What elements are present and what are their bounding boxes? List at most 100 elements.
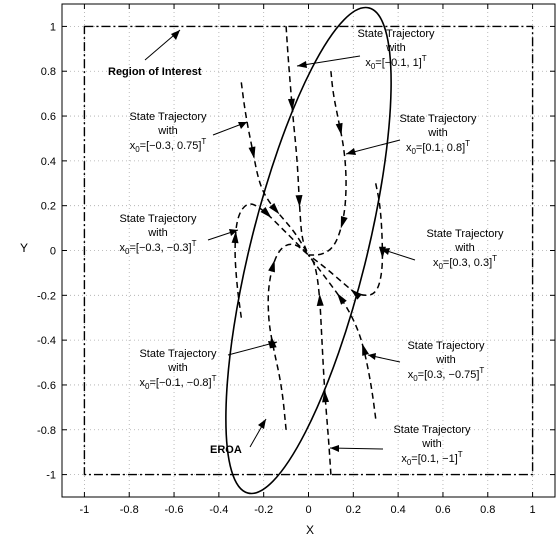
x-axis-title: X (306, 523, 314, 537)
x-tick-label-9: 0.8 (480, 504, 495, 516)
trajectory-t5 (307, 254, 332, 475)
trajectory-t6-direction-1 (268, 259, 275, 273)
arrow-head-t5 (330, 445, 339, 452)
y-tick-label-6: 0.2 (41, 201, 56, 213)
x-tick-labels: -1 -0.8 -0.6 -0.4 -0.2 0 0.2 0.4 0.6 0.8 1 (80, 504, 536, 516)
arrow-t1 (296, 55, 361, 67)
arrow-head-eroa (258, 419, 266, 429)
annotation-t1-line1: State Trajectory (357, 28, 435, 40)
trajectory-t5-direction-0 (322, 390, 330, 403)
trajectory-t2 (308, 71, 347, 256)
annotation-t5-line2: with (421, 438, 442, 450)
annotation-t1-line2: with (385, 42, 406, 54)
x-tick-label-7: 0.4 (390, 504, 405, 516)
annotation-t2-x0: x0=[0.1, 0.8]T (406, 139, 470, 156)
annotation-t3-line1: State Trajectory (426, 228, 504, 240)
annotation-t4-line1: State Trajectory (407, 340, 485, 352)
y-tick-label-0: -1 (46, 470, 56, 482)
y-tick-label-8: 0.6 (41, 111, 56, 123)
annotation-t3-x0: x0=[0.3, 0.3]T (433, 254, 497, 271)
annotation-t1-x0: x0=[−0.1, 1]T (365, 54, 426, 71)
annotation-t1: State Trajectory with x0=[−0.1, 1]T (357, 28, 435, 71)
trajectory-t5-direction-1 (316, 293, 324, 306)
state-trajectories (231, 26, 386, 475)
arrow-head-t1 (297, 61, 307, 68)
annotation-t8: State Trajectory with x0=[−0.3, 0.75]T (129, 111, 207, 154)
arrow-head-t3 (381, 248, 390, 255)
x-tick-label-4: -0.2 (254, 504, 273, 516)
x-tick-label-6: 0.2 (346, 504, 361, 516)
eroa-ellipse (225, 6, 392, 495)
y-tick-label-10: 1 (50, 21, 56, 33)
annotation-t7-line1: State Trajectory (119, 213, 197, 225)
annotation-t7-x0: x0=[−0.3, −0.3]T (120, 239, 197, 256)
y-tick-label-3: -0.4 (37, 335, 56, 347)
trajectory-t2-direction-1 (340, 215, 348, 229)
trajectory-t8-direction-0 (248, 146, 256, 159)
trajectory-t1-direction-1 (295, 195, 303, 208)
y-tick-label-7: 0.4 (41, 156, 56, 168)
trajectory-t1 (285, 26, 310, 256)
arrow-head-t2 (346, 148, 356, 155)
annotation-t3-line2: with (454, 242, 475, 254)
trajectory-t7 (234, 203, 310, 318)
axis-ticks (62, 4, 555, 497)
annotation-t2-line2: with (427, 127, 448, 139)
y-tick-label-2: -0.6 (37, 380, 56, 392)
annotation-t5-x0: x0=[0.1, −1]T (401, 450, 462, 467)
arrow-head-t8 (238, 122, 247, 129)
arrow-head-t7 (229, 229, 238, 236)
trajectory-t2-direction-0 (335, 122, 343, 136)
x-tick-label-3: -0.4 (209, 504, 228, 516)
arrow-head-region-of-interest (171, 30, 180, 40)
trajectory-t8-direction-1 (268, 202, 280, 215)
trajectory-t3-direction-0 (378, 246, 386, 259)
eroa-label: EROA (210, 444, 242, 456)
annotation-t4-x0: x0=[0.3, −0.75]T (408, 366, 485, 383)
trajectory-t1-direction-0 (287, 98, 295, 111)
annotation-t7-line2: with (147, 227, 168, 239)
y-axis-title: Y (20, 241, 28, 255)
arrow-heads (171, 30, 390, 452)
trajectory-t4 (307, 254, 377, 419)
y-tick-label-9: 0.8 (41, 66, 56, 78)
arrow-head-t4 (368, 353, 376, 360)
annotation-t8-x0: x0=[−0.3, 0.75]T (130, 137, 207, 154)
x-tick-label-2: -0.6 (165, 504, 184, 516)
arrow-head-t6 (268, 341, 277, 348)
y-tick-labels: -1 -0.8 -0.6 -0.4 -0.2 0 0.2 0.4 0.6 0.8 1 (37, 21, 56, 481)
trajectory-t4-direction-0 (362, 343, 369, 356)
annotation-t6-line2: with (167, 362, 188, 374)
annotation-t4-line2: with (435, 354, 456, 366)
trajectory-t7-direction-0 (231, 231, 239, 244)
annotation-t3: State Trajectory with x0=[0.3, 0.3]T (426, 228, 504, 271)
arrow-t6 (227, 341, 278, 356)
annotation-t7: State Trajectory with x0=[−0.3, −0.3]T (119, 213, 197, 256)
x-tick-label-10: 1 (530, 504, 536, 516)
annotation-t4: State Trajectory with x0=[0.3, −0.75]T (407, 340, 485, 383)
region-of-interest-label: Region of Interest (108, 66, 202, 78)
annotation-t8-line1: State Trajectory (129, 111, 207, 123)
trajectory-t3 (308, 183, 384, 297)
trajectory-t8 (240, 82, 310, 256)
x-tick-label-5: 0 (305, 504, 311, 516)
annotation-t2-line1: State Trajectory (399, 113, 477, 125)
annotation-t5: State Trajectory with x0=[0.1, −1]T (393, 424, 471, 467)
annotation-t6-line1: State Trajectory (139, 348, 217, 360)
y-tick-label-1: -0.8 (37, 425, 56, 437)
annotation-t6: State Trajectory with x0=[−0.1, −0.8]T (139, 348, 217, 391)
annotation-t8-line2: with (157, 125, 178, 137)
region-of-interest-boundary (83, 25, 534, 476)
annotation-t6-x0: x0=[−0.1, −0.8]T (140, 374, 217, 391)
x-tick-label-8: 0.6 (435, 504, 450, 516)
trajectory-t4-direction-1 (336, 293, 347, 305)
y-tick-label-4: -0.2 (37, 290, 56, 302)
annotation-t5-line1: State Trajectory (393, 424, 471, 436)
x-tick-label-1: -0.8 (120, 504, 139, 516)
trajectory-t3-direction-1 (350, 289, 362, 300)
annotation-t2: State Trajectory with x0=[0.1, 0.8]T (399, 113, 477, 156)
y-tick-label-5: 0 (50, 246, 56, 258)
x-tick-label-0: -1 (80, 504, 90, 516)
trajectory-t7-direction-1 (260, 207, 272, 218)
